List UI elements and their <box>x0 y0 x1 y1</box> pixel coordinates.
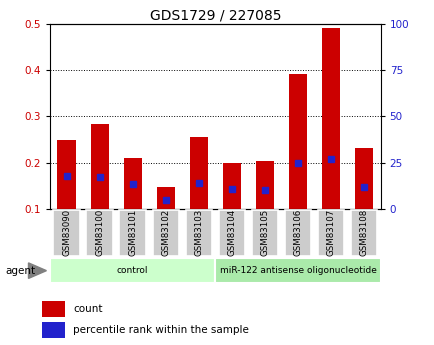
Bar <box>43 322 65 338</box>
Bar <box>215 258 380 283</box>
Bar <box>255 161 273 209</box>
Bar <box>251 210 277 256</box>
Bar <box>119 210 145 256</box>
Text: count: count <box>73 304 102 314</box>
Bar <box>50 258 215 283</box>
Text: GSM83107: GSM83107 <box>326 209 335 256</box>
Bar <box>317 210 343 256</box>
Text: GSM83100: GSM83100 <box>95 209 104 256</box>
Text: agent: agent <box>5 266 35 276</box>
Text: GSM83108: GSM83108 <box>359 209 368 256</box>
Bar <box>156 187 174 209</box>
Bar <box>321 28 339 209</box>
Text: GSM83102: GSM83102 <box>161 209 170 256</box>
Text: GSM83106: GSM83106 <box>293 209 302 256</box>
Text: GSM83103: GSM83103 <box>194 209 203 256</box>
Text: miR-122 antisense oligonucleotide: miR-122 antisense oligonucleotide <box>219 266 375 275</box>
Bar <box>185 210 211 256</box>
Bar <box>284 210 310 256</box>
Text: GSM83104: GSM83104 <box>227 209 236 256</box>
Text: GSM83090: GSM83090 <box>62 209 71 256</box>
Text: GSM83101: GSM83101 <box>128 209 137 256</box>
Bar <box>152 210 178 256</box>
Polygon shape <box>28 263 46 278</box>
Text: percentile rank within the sample: percentile rank within the sample <box>73 325 248 335</box>
Bar <box>218 210 244 256</box>
Bar <box>288 73 306 209</box>
Bar <box>43 301 65 317</box>
Bar <box>354 148 372 209</box>
Bar <box>53 210 79 256</box>
Bar <box>189 137 207 209</box>
Bar <box>123 158 141 209</box>
Text: GSM83105: GSM83105 <box>260 209 269 256</box>
Title: GDS1729 / 227085: GDS1729 / 227085 <box>149 9 280 23</box>
Bar <box>222 162 240 209</box>
Bar <box>350 210 376 256</box>
Bar <box>90 124 108 209</box>
Text: control: control <box>117 266 148 275</box>
Bar <box>57 140 76 209</box>
Bar <box>86 210 112 256</box>
